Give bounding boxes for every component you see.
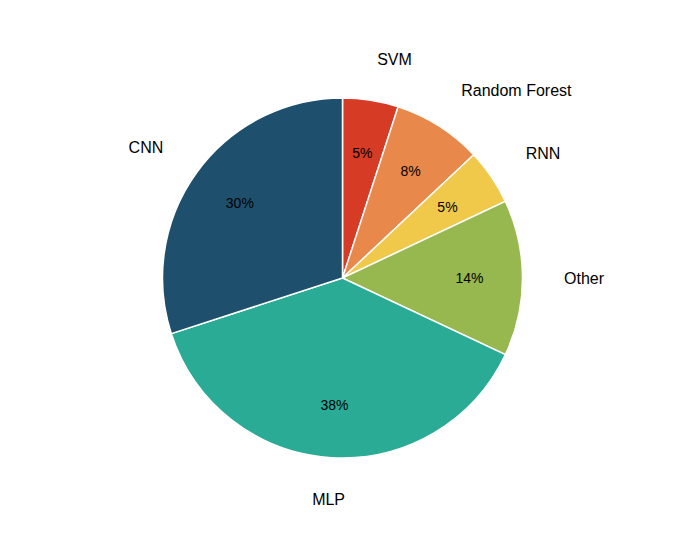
category-labels: SVM Random Forest RNN Other MLP CNN (129, 51, 605, 508)
slice (163, 98, 343, 334)
category-label: Random Forest (461, 82, 572, 99)
data-label: 30% (226, 195, 254, 211)
category-label: MLP (312, 491, 345, 508)
data-label: 5% (437, 199, 457, 215)
data-label: 8% (400, 163, 420, 179)
category-label: Other (564, 270, 605, 287)
category-label: SVM (377, 51, 412, 68)
slices (163, 98, 523, 458)
pie: 5% 8% 5% 14% 38% 30% SVM Random Forest RNN Other M… (129, 51, 605, 508)
chart: 5% 8% 5% 14% 38% 30% SVM Random Forest RNN Other M… (0, 0, 685, 556)
data-label: 5% (352, 145, 372, 161)
category-label: RNN (526, 145, 561, 162)
data-label: 14% (455, 270, 483, 286)
pct-labels: 5% 8% 5% 14% 38% 30% (226, 145, 484, 413)
data-label: 38% (321, 397, 349, 413)
category-label: CNN (129, 139, 164, 156)
